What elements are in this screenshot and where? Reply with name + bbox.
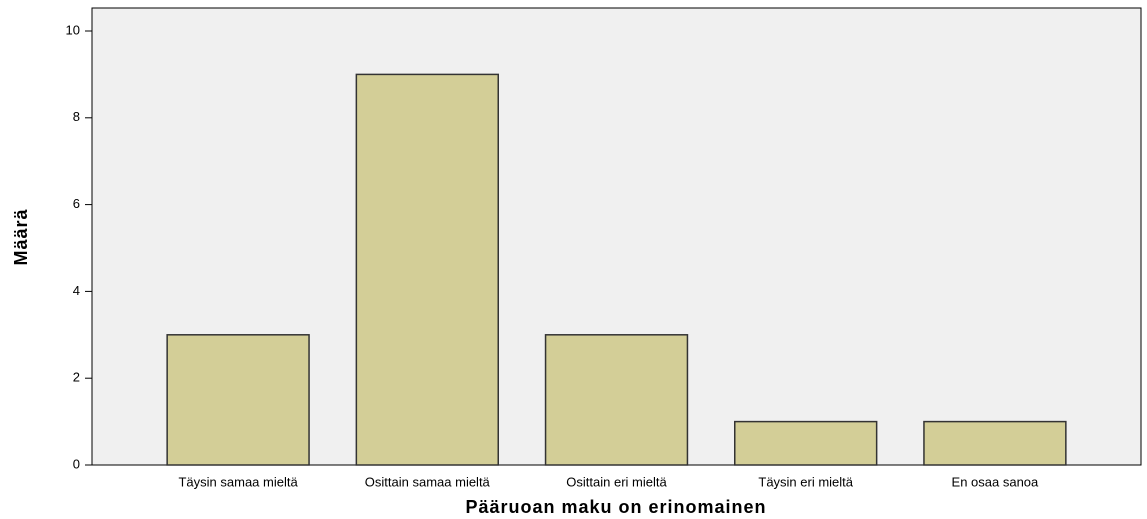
bar — [544, 334, 689, 466]
y-tick-label: 2 — [73, 370, 80, 385]
y-tick-label: 8 — [73, 109, 80, 124]
y-tick-label: 6 — [73, 196, 80, 211]
bar — [923, 420, 1067, 466]
x-tick-label: Osittain eri mieltä — [566, 474, 667, 489]
y-tick-label: 0 — [73, 456, 80, 471]
x-tick-label: Täysin samaa mieltä — [178, 474, 298, 489]
x-axis-title: Pääruoan maku on erinomainen — [465, 497, 766, 517]
bar — [355, 73, 499, 466]
y-tick-label: 10 — [66, 22, 80, 37]
x-tick-label: Osittain samaa mieltä — [365, 474, 491, 489]
x-tick-label: En osaa sanoa — [952, 474, 1040, 489]
bar — [166, 334, 310, 466]
x-tick-label: Täysin eri mieltä — [758, 474, 853, 489]
y-axis-title: Määrä — [11, 208, 31, 265]
bar — [734, 420, 878, 466]
y-tick-label: 4 — [73, 283, 80, 298]
